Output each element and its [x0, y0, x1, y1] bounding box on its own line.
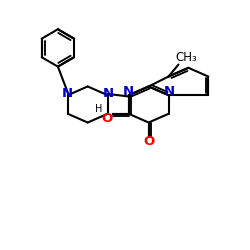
- Text: N: N: [62, 87, 73, 100]
- Text: N: N: [164, 85, 174, 98]
- Text: O: O: [101, 112, 112, 125]
- Text: N: N: [123, 85, 134, 98]
- Text: CH₃: CH₃: [175, 51, 197, 64]
- Text: H: H: [95, 104, 102, 114]
- Text: O: O: [143, 136, 154, 148]
- Text: N: N: [102, 87, 114, 100]
